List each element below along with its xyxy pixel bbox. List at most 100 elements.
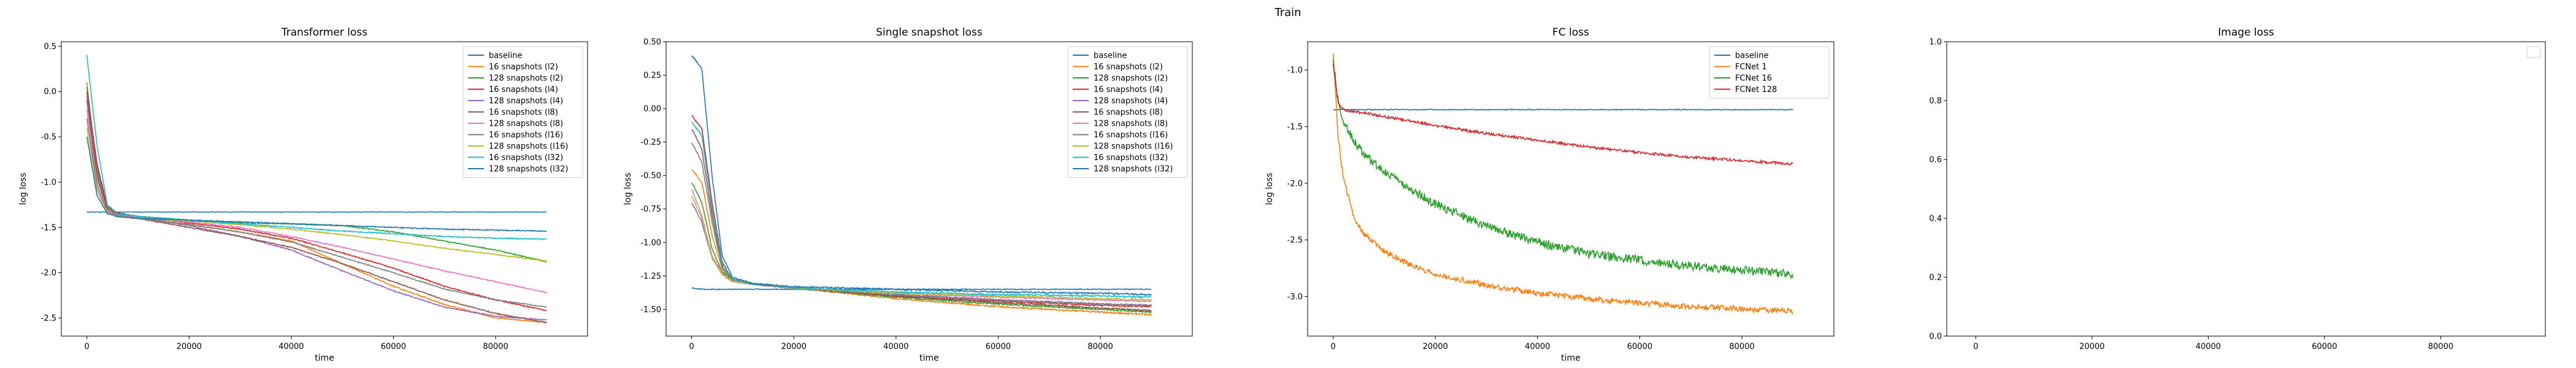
chart-panel-4: Image loss 0 20000 40000 60000 80000 0.0 0.2 0.4… [1929, 26, 2546, 351]
y-axis-label: log loss [1265, 173, 1275, 205]
series-line [86, 96, 547, 321]
y-tick-label: -1.0 [41, 178, 56, 187]
plot-frame [1946, 41, 2546, 337]
legend-entry: 16 snapshots (l32) [489, 153, 563, 163]
x-axis-label: time [315, 353, 334, 363]
legend-box [2526, 46, 2541, 58]
x-tick-label: 0 [689, 342, 694, 351]
legend-entry: 16 snapshots (l16) [1094, 131, 1168, 140]
x-tick-label: 40000 [2196, 342, 2221, 351]
x-tick-label: 0 [85, 342, 90, 351]
y-tick-label: -0.25 [640, 138, 661, 147]
legend-entry: baseline [1735, 52, 1768, 61]
plot-frame [61, 41, 588, 337]
y-tick-label: -2.5 [1287, 236, 1303, 245]
y-tick-label: -1.5 [41, 223, 56, 232]
series-line [1332, 64, 1793, 166]
series-group [691, 55, 1152, 316]
series-line [86, 136, 547, 232]
y-tick-label: 0.2 [1929, 274, 1942, 283]
chart-title: Transformer loss [281, 26, 367, 39]
y-tick-label: -1.50 [640, 305, 661, 315]
legend-entry: 128 snapshots (l8) [1094, 120, 1168, 129]
y-tick-label: -2.0 [41, 269, 56, 278]
legend-entry: FCNet 128 [1735, 85, 1777, 94]
series-group [86, 55, 548, 324]
legend: baseline 16 snapshots (l2) 128 snapshots (… [1067, 46, 1188, 178]
series-line [691, 202, 1152, 307]
series-line [86, 100, 547, 324]
legend [2526, 46, 2541, 58]
y-tick-label: 0.8 [1929, 97, 1942, 106]
x-tick-label: 40000 [278, 342, 304, 351]
figure-suptitle: Train [1274, 6, 1301, 19]
legend-box [1709, 46, 1830, 99]
y-tick-label: -1.25 [640, 272, 661, 281]
legend-entry: FCNet 16 [1735, 74, 1772, 83]
y-tick-label: 0.0 [44, 88, 56, 97]
y-tick-label: -2.0 [1287, 179, 1303, 188]
x-tick-label: 40000 [1525, 342, 1550, 351]
series-line [1332, 53, 1794, 315]
y-tick-label: 0.50 [643, 38, 661, 47]
legend-box [1067, 46, 1188, 178]
series-line [86, 55, 547, 240]
x-tick-label: 60000 [381, 342, 406, 351]
x-tick-label: 20000 [781, 342, 807, 351]
x-tick-label: 0 [1973, 342, 1978, 351]
y-tick-label: -3.0 [1287, 293, 1303, 302]
y-tick-label: 1.0 [1929, 38, 1942, 47]
legend-entry: 16 snapshots (l2) [1094, 63, 1163, 72]
series-line [1333, 108, 1793, 111]
x-tick-label: 80000 [483, 342, 508, 351]
y-tick-label: 0.4 [1929, 215, 1942, 224]
legend-entry: 128 snapshots (l4) [489, 97, 563, 106]
x-axis-label: time [1561, 353, 1581, 363]
y-tick-label: -1.00 [640, 239, 661, 248]
chart-panel-1: Transformer loss 0 20000 40000 60000 80000 -2.… [18, 26, 588, 363]
chart-title: Single snapshot loss [876, 26, 983, 39]
y-tick-label: -0.50 [640, 172, 661, 181]
y-tick-label: -1.5 [1287, 123, 1303, 132]
legend-entry: 128 snapshots (l8) [489, 120, 563, 129]
series-group [1332, 53, 1794, 315]
chart-panel-2: Single snapshot loss 0 20000 40000 60000 8000… [623, 26, 1193, 363]
series-line [86, 118, 547, 308]
legend-entry: baseline [1094, 52, 1127, 61]
x-tick-label: 20000 [2079, 342, 2104, 351]
y-tick-label: 0.25 [643, 71, 661, 80]
plot-frame [665, 41, 1193, 337]
legend-entry: baseline [489, 52, 522, 61]
legend-entry: 16 snapshots (l2) [489, 63, 558, 72]
legend-entry: 16 snapshots (l32) [1094, 153, 1168, 163]
y-axis-label: log loss [18, 173, 28, 205]
y-tick-label: -0.5 [41, 133, 56, 142]
legend-box [462, 46, 583, 178]
x-axis-label: time [919, 353, 939, 363]
x-tick-label: 40000 [883, 342, 908, 351]
y-tick-label: 0.0 [1929, 332, 1942, 342]
legend: baseline 16 snapshots (l2) 128 snapshots (… [462, 46, 583, 178]
y-tick-label: 0.5 [44, 42, 56, 52]
x-tick-label: 80000 [2428, 342, 2453, 351]
x-tick-label: 60000 [1627, 342, 1652, 351]
x-tick-label: 20000 [1423, 342, 1448, 351]
legend-entry: 128 snapshots (l2) [489, 74, 563, 83]
legend-entry: 16 snapshots (l4) [489, 85, 558, 94]
legend-entry: 16 snapshots (l4) [1094, 85, 1163, 94]
y-tick-label: -1.0 [1287, 66, 1303, 75]
y-tick-label: -0.75 [640, 205, 661, 214]
chart-panel-3: FC loss 0 20000 40000 60000 80000 -3.0 -2.5 -2.0… [1265, 26, 1834, 363]
y-tick-label: 0.6 [1929, 156, 1942, 165]
x-tick-label: 0 [1331, 342, 1336, 351]
legend-entry: 128 snapshots (l16) [1094, 142, 1173, 151]
y-axis-label: log loss [623, 173, 633, 205]
chart-title: FC loss [1552, 26, 1589, 39]
legend: baseline FCNet 1 FCNet 16 FCNet 128 [1709, 46, 1830, 99]
x-tick-label: 80000 [1087, 342, 1113, 351]
legend-entry: 128 snapshots (l2) [1094, 74, 1168, 83]
plot-frame [1307, 41, 1834, 337]
series-line [1332, 59, 1794, 280]
series-line [691, 55, 1152, 296]
